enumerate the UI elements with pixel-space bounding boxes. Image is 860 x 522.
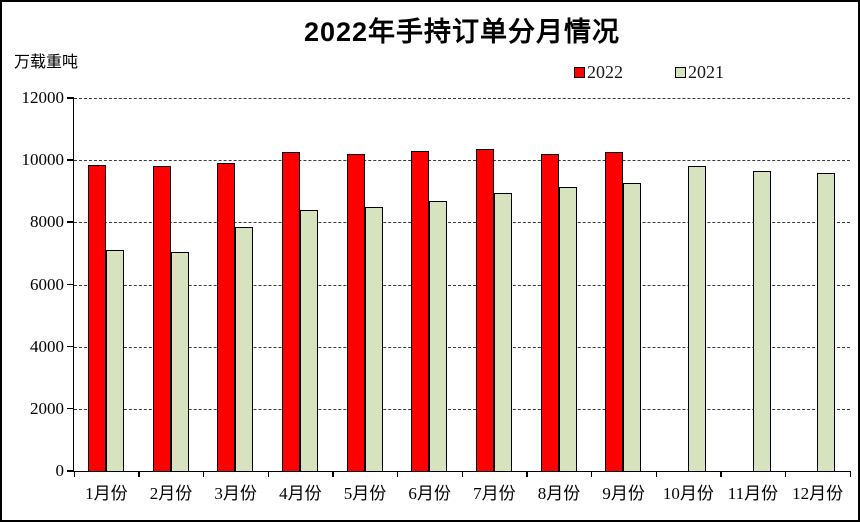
gridline-2000 [73,408,850,410]
x-tick-mark-10 [720,471,722,477]
x-tick-mark-9 [655,471,657,477]
y-tick-label-4000: 4000 [30,336,64,356]
x-tick-label-5: 5月份 [343,484,387,503]
x-tick-mark-3 [267,471,269,477]
bar-2021-12月份 [817,172,836,471]
gridline-12000 [73,98,850,99]
x-tick-label-8: 8月份 [537,484,581,503]
bar-2021-8月份 [558,186,577,471]
legend-item-2021: 2021 [675,62,724,83]
y-tick-mark-8000 [67,221,74,223]
gridline-8000 [73,222,850,224]
y-tick-label-12000: 12000 [21,88,65,107]
y-tick-label-10000: 10000 [21,150,65,170]
y-tick-mark-2000 [67,407,74,410]
legend-swatch-2022 [574,67,585,78]
bar-2021-10月份 [688,166,706,471]
bar-2022-6月份 [411,150,430,471]
x-tick-mark-12 [849,471,851,477]
y-tick-mark-10000 [67,159,74,161]
y-tick-mark-12000 [67,97,74,99]
x-tick-mark-8 [590,471,593,477]
y-tick-mark-6000 [67,283,74,285]
bar-2022-8月份 [540,153,559,471]
y-tick-label-6000: 6000 [30,274,64,294]
bar-2022-2月份 [152,166,171,471]
bar-2022-9月份 [605,152,624,471]
legend-swatch-2021 [675,67,686,78]
x-tick-label-9: 9月份 [602,484,645,503]
y-tick-mark-4000 [67,345,74,348]
bar-2022-4月份 [282,152,300,471]
bar-2021-3月份 [235,227,254,471]
x-tick-mark-6 [461,471,463,477]
x-tick-label-1: 1月份 [85,484,128,503]
x-tick-label-12: 12月份 [792,484,844,503]
bar-2022-3月份 [217,163,236,471]
x-tick-label-2: 2月份 [149,484,193,503]
bar-2021-9月份 [623,183,642,471]
x-tick-label-10: 10月份 [662,484,714,503]
gridline-6000 [73,284,850,286]
y-tick-mark-0 [67,470,74,472]
y-tick-label-8000: 8000 [30,212,64,232]
x-tick-mark-0 [73,471,75,477]
bar-2021-2月份 [170,251,189,471]
x-tick-label-3: 3月份 [214,484,257,503]
x-tick-label-11: 11月份 [727,484,779,503]
bar-2022-5月份 [346,153,365,471]
x-tick-mark-1 [138,471,140,477]
bar-2021-11月份 [752,171,771,471]
bar-2021-4月份 [300,209,318,471]
gridline-10000 [73,160,850,162]
x-tick-mark-2 [202,471,205,477]
x-tick-label-4: 4月份 [279,484,322,503]
legend-label-2022: 2022 [587,62,623,82]
y-tick-label-2000: 2000 [30,398,64,418]
legend-item-2022: 2022 [574,62,623,83]
bar-2021-7月份 [494,192,512,471]
chart-title: 2022年手持订单分月情况 [303,17,621,47]
x-tick-label-6: 6月份 [408,484,451,503]
legend-label-2021: 2021 [688,62,724,82]
bar-2021-6月份 [429,200,448,471]
y-tick-label-0: 0 [55,461,65,480]
x-tick-mark-7 [526,471,528,477]
x-tick-mark-4 [332,471,334,477]
x-tick-mark-11 [784,471,787,477]
plot-area [72,98,850,472]
legend: 2022 2021 [574,62,724,83]
bar-2021-5月份 [364,206,383,471]
x-tick-label-7: 7月份 [473,484,516,503]
x-tick-mark-5 [396,471,399,477]
gridline-4000 [73,346,850,348]
bar-2022-7月份 [476,149,494,471]
y-axis-unit-label: 万载重吨 [14,54,79,71]
bar-2021-1月份 [106,250,124,471]
bar-2022-1月份 [88,164,106,471]
